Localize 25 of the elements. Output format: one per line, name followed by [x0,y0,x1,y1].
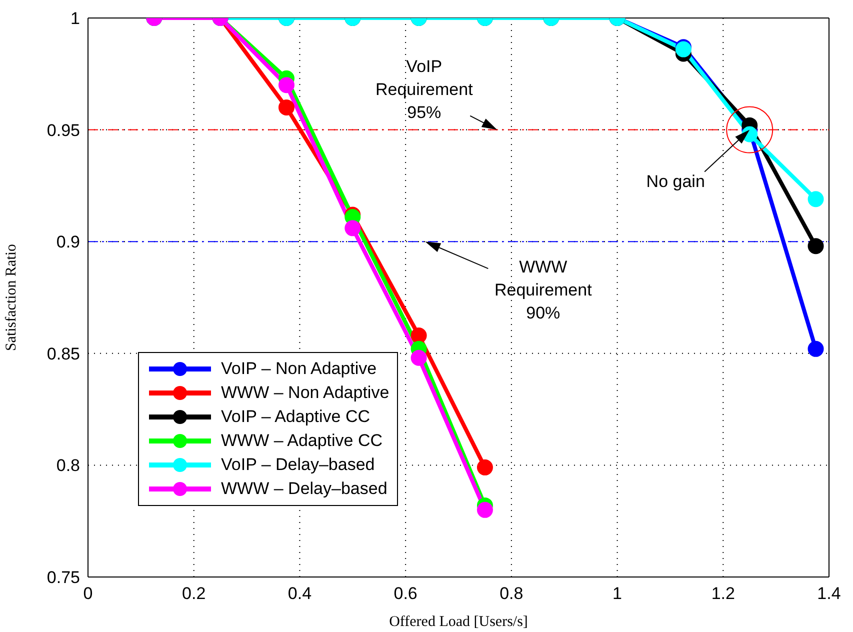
annotation: No gain [646,172,705,191]
legend-label: VoIP – Delay–based [221,455,375,475]
legend-label: VoIP – Adaptive CC [221,407,370,427]
y-tick-label: 1 [70,9,80,28]
x-tick-label: 0.4 [288,584,312,604]
x-tick-label: 1 [612,584,622,604]
x-tick-label: 0.6 [394,584,418,604]
legend-label: WWW – Delay–based [221,479,388,499]
y-tick-label: 0.95 [46,120,80,140]
x-tick-label: 1.2 [711,584,735,604]
y-tick-label: 0.8 [56,456,80,476]
y-tick-label: 0.75 [46,568,80,588]
y-axis-title: Satisfaction Ratio [3,244,20,352]
x-tick-label: 0.8 [500,584,524,604]
legend-label: VoIP – Non Adaptive [221,359,377,379]
legend-label: WWW – Adaptive CC [221,431,383,451]
x-tick-label: 1.4 [817,584,841,604]
y-tick-label: 0.85 [46,344,80,364]
annotation: VoIP Requirement 95% [375,56,474,122]
y-tick-label: 0.9 [56,232,80,252]
x-axis-title: Offered Load [Users/s] [389,614,528,630]
legend-label: WWW – Non Adaptive [221,383,390,403]
x-tick-label: 0.2 [182,584,206,604]
annotation: WWW Requirement 90% [494,258,592,323]
x-tick-label: 0 [83,584,93,604]
